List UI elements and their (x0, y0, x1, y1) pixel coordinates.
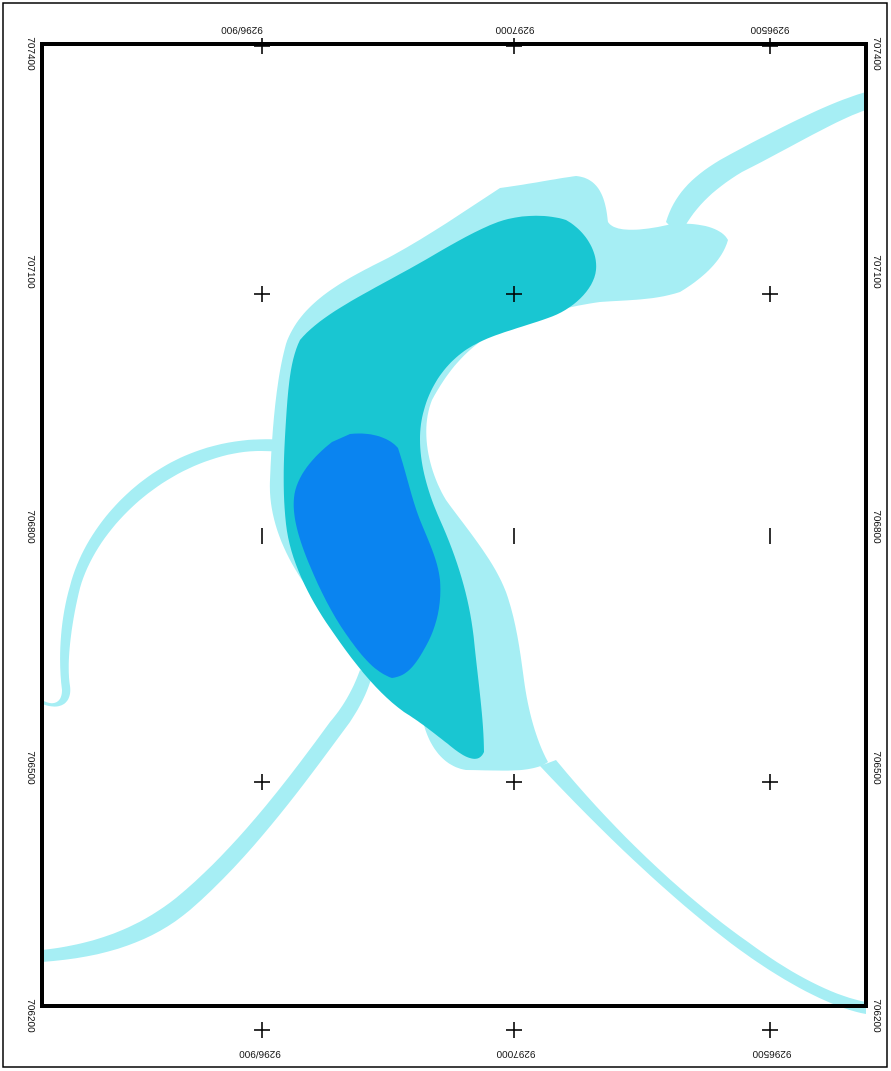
grid-cross (254, 774, 270, 790)
left-label: 706200 (25, 999, 36, 1033)
grid-cross (506, 286, 522, 302)
right-label: 706800 (871, 510, 882, 544)
flood-zone-deep (293, 433, 441, 678)
top-labels: 9296/900 9297000 9296500 (221, 24, 790, 35)
left-labels: 707400 707100 706800 706500 706200 (25, 37, 36, 1033)
bottom-label: 9296500 (752, 1048, 791, 1059)
left-label: 706800 (25, 510, 36, 544)
grid-cross (506, 774, 522, 790)
grid-cross (506, 1022, 522, 1038)
right-label: 706500 (871, 751, 882, 785)
grid-cross (762, 38, 778, 54)
top-label: 9296/900 (221, 24, 263, 35)
grid-crosses (254, 38, 778, 1038)
left-label: 707100 (25, 255, 36, 289)
grid-cross (254, 286, 270, 302)
right-label: 706200 (871, 999, 882, 1033)
right-label: 707100 (871, 255, 882, 289)
top-label: 9296500 (750, 24, 789, 35)
grid-cross (254, 1022, 270, 1038)
bottom-labels: 9296/900 9297000 9296500 (239, 1048, 792, 1059)
grid-cross (254, 38, 270, 54)
grid-cross (762, 1022, 778, 1038)
river-west (42, 439, 282, 707)
grid-cross (762, 774, 778, 790)
map-frame (40, 42, 868, 1008)
bottom-label: 9297000 (496, 1048, 535, 1059)
left-label: 706500 (25, 751, 36, 785)
river-northeast (666, 92, 866, 236)
left-label: 707400 (25, 37, 36, 71)
map-area (42, 92, 866, 1014)
right-label: 707400 (871, 37, 882, 71)
right-labels: 707400 707100 706800 706500 706200 (871, 37, 882, 1033)
bottom-label: 9296/900 (239, 1048, 281, 1059)
grid-cross (506, 38, 522, 54)
river-southeast (540, 760, 866, 1014)
top-label: 9297000 (495, 24, 534, 35)
grid-cross (762, 286, 778, 302)
